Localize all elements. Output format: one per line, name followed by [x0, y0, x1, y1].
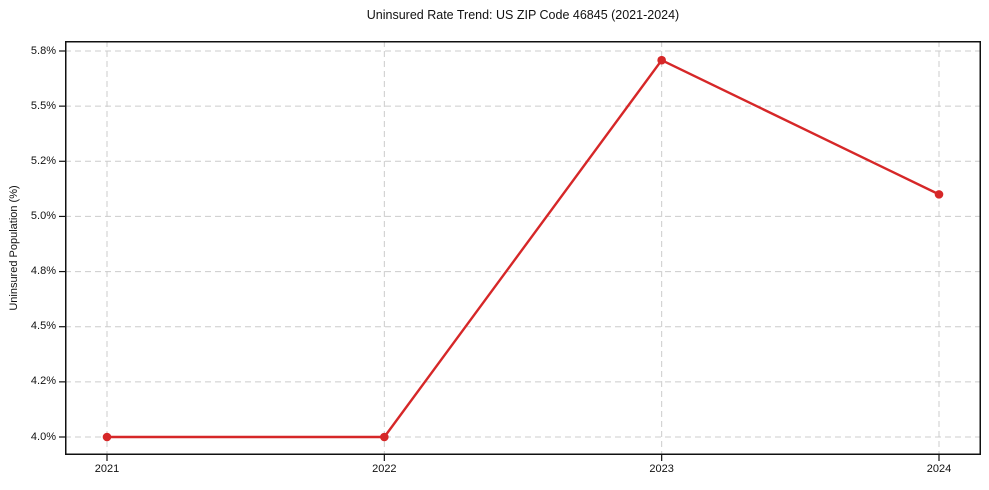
chart-title: Uninsured Rate Trend: US ZIP Code 46845 …	[366, 8, 680, 22]
y-tick-label: 4.0%	[30, 430, 56, 443]
y-tick-label: 4.2%	[30, 375, 56, 388]
x-tick-label: 2023	[649, 463, 674, 475]
plot-border	[65, 41, 981, 455]
x-tick-label: 2024	[926, 463, 952, 475]
line-plot-svg	[59, 41, 981, 461]
y-tick-label: 4.5%	[30, 320, 56, 333]
trend-line	[105, 58, 941, 439]
y-tick-label: 5.0%	[30, 209, 56, 222]
y-tick-label: 5.5%	[30, 99, 56, 112]
data-point-marker	[657, 55, 666, 65]
y-tick-label: 5.8%	[30, 44, 56, 57]
y-axis-label: Uninsured Population (%)	[8, 185, 20, 311]
y-tick-label: 5.2%	[30, 154, 56, 167]
data-point-marker	[934, 190, 944, 199]
x-tick-label: 2022	[372, 463, 397, 475]
data-point-marker	[102, 432, 112, 442]
y-tick-label: 4.8%	[30, 265, 56, 278]
data-point-marker	[380, 432, 389, 442]
x-tick-label: 2021	[94, 463, 120, 475]
plot-area	[59, 41, 981, 461]
